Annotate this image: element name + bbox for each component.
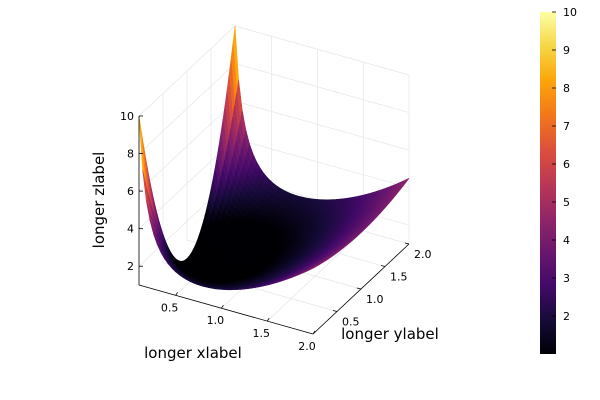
x-axis-label: longer xlabel <box>144 344 242 362</box>
colorbar-tick-label: 3 <box>563 272 570 285</box>
y-tick-label: 1.0 <box>366 293 384 306</box>
colorbar-tick-label: 4 <box>563 234 570 247</box>
y-tick-labels: 0.5 1.0 1.5 2.0 <box>332 242 432 329</box>
grid-line <box>234 63 410 113</box>
grid-lines <box>138 25 410 335</box>
y-tick-mark <box>332 310 338 312</box>
z-tick-label: 2 <box>127 260 134 273</box>
x-axis-line <box>138 284 314 335</box>
y-axis-label: longer ylabel <box>341 325 439 343</box>
x-tick-mark <box>175 292 178 296</box>
colorbar-tick-label: 7 <box>563 120 570 133</box>
colorbar-tick-labels: 2 3 4 5 6 7 8 9 10 <box>552 6 577 323</box>
z-tick-label: 8 <box>127 148 134 161</box>
y-tick-label: 1.5 <box>390 271 408 284</box>
colorbar-tick-label: 9 <box>563 44 570 57</box>
x-tick-labels: 0.5 1.0 1.5 2.0 <box>161 292 316 353</box>
grid-line <box>234 25 410 76</box>
colorbar-tick-label: 5 <box>563 196 570 209</box>
z-axis-label: longer zlabel <box>90 152 108 249</box>
surface-mesh <box>138 25 410 291</box>
z-tick-label: 4 <box>127 223 134 236</box>
x-tick-mark <box>312 330 316 335</box>
x-tick-label: 1.5 <box>252 327 270 340</box>
colorbar-tick-label: 6 <box>563 158 570 171</box>
y-tick-mark <box>380 265 386 267</box>
z-tick-label: 10 <box>120 110 134 123</box>
y-tick-mark <box>404 242 410 245</box>
colorbar-tick-label: 8 <box>563 82 570 95</box>
x-tick-label: 1.0 <box>207 314 225 327</box>
surface-cell <box>309 266 316 271</box>
z-tick-labels: 2 4 6 8 10 <box>120 110 143 273</box>
y-tick-label: 2.0 <box>414 248 432 261</box>
colorbar <box>540 12 556 354</box>
y-tick-mark <box>356 287 362 290</box>
x-tick-label: 0.5 <box>161 301 179 314</box>
x-tick-mark <box>266 317 270 322</box>
colorbar-tick-label: 2 <box>563 310 570 323</box>
z-tick-label: 6 <box>127 185 134 198</box>
grid-line <box>234 138 410 189</box>
y-tick-label: 0.5 <box>342 316 360 329</box>
x-tick-label: 2.0 <box>298 340 316 353</box>
colorbar-tick-label: 10 <box>563 6 577 19</box>
grid-line <box>234 100 410 151</box>
x-tick-mark <box>221 304 224 309</box>
